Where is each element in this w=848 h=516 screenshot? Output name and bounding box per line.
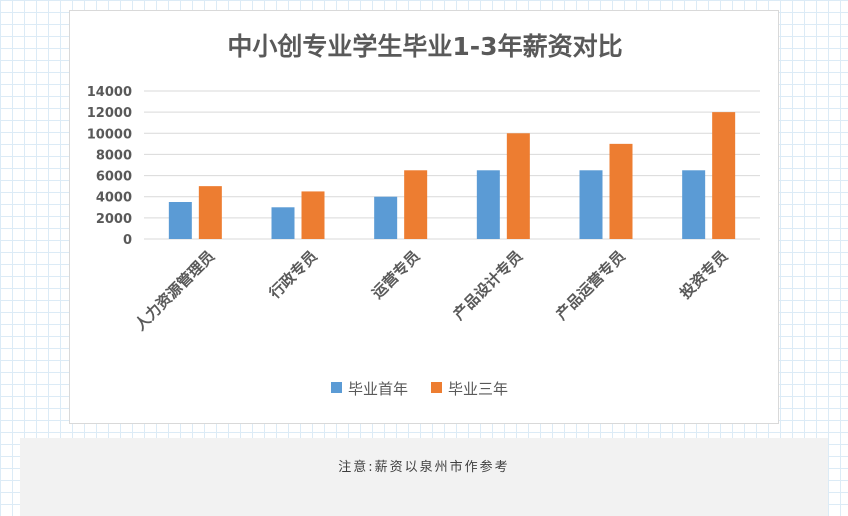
legend-label: 毕业首年 bbox=[348, 380, 408, 398]
bar bbox=[198, 186, 222, 239]
x-category-label: 产品运营专员 bbox=[552, 247, 628, 323]
legend-label: 毕业三年 bbox=[448, 380, 508, 398]
y-tick-label: 2000 bbox=[96, 212, 132, 227]
bar bbox=[404, 170, 428, 239]
bar bbox=[506, 133, 530, 239]
legend-swatch bbox=[431, 382, 442, 393]
note-panel: 注意:薪资以泉州市作参考 bbox=[20, 438, 828, 516]
y-tick-label: 0 bbox=[123, 233, 132, 248]
bar bbox=[168, 202, 192, 239]
bar bbox=[579, 170, 603, 239]
x-category-label: 产品设计专员 bbox=[450, 247, 526, 323]
bar bbox=[301, 191, 325, 239]
y-tick-label: 12000 bbox=[87, 106, 132, 121]
y-tick-label: 6000 bbox=[96, 170, 132, 185]
y-tick-label: 10000 bbox=[87, 127, 132, 142]
x-category-label: 行政专员 bbox=[265, 247, 321, 303]
x-category-label: 运营专员 bbox=[368, 247, 423, 302]
bar bbox=[609, 143, 633, 239]
chart-title: 中小创专业学生毕业1-3年薪资对比 bbox=[227, 32, 622, 61]
y-tick-label: 4000 bbox=[96, 191, 132, 206]
legend-swatch bbox=[331, 382, 342, 393]
bar-chart: 中小创专业学生毕业1-3年薪资对比 0 2000 4000 6000 8000 10000… bbox=[87, 32, 760, 398]
bar bbox=[271, 207, 295, 239]
bar bbox=[712, 112, 736, 239]
y-tick-label: 8000 bbox=[96, 148, 132, 163]
bar bbox=[682, 170, 706, 239]
y-tick-label: 14000 bbox=[87, 85, 132, 100]
legend: 毕业首年 毕业三年 bbox=[331, 380, 508, 398]
note-text: 注意:薪资以泉州市作参考 bbox=[338, 460, 510, 475]
y-axis-ticks: 0 2000 4000 6000 8000 10000 12000 14000 bbox=[87, 85, 132, 248]
x-category-label: 人力资源管理员 bbox=[131, 247, 218, 334]
bar bbox=[374, 196, 398, 239]
bar bbox=[476, 170, 500, 239]
chart-card: 中小创专业学生毕业1-3年薪资对比 0 2000 4000 6000 8000 10000… bbox=[69, 10, 779, 424]
x-axis-categories: 人力资源管理员 行政专员 运营专员 产品设计专员 产品运营专员 投资专员 bbox=[131, 247, 731, 334]
x-category-label: 投资专员 bbox=[676, 247, 731, 302]
gridlines bbox=[144, 90, 760, 240]
bars bbox=[168, 112, 736, 239]
